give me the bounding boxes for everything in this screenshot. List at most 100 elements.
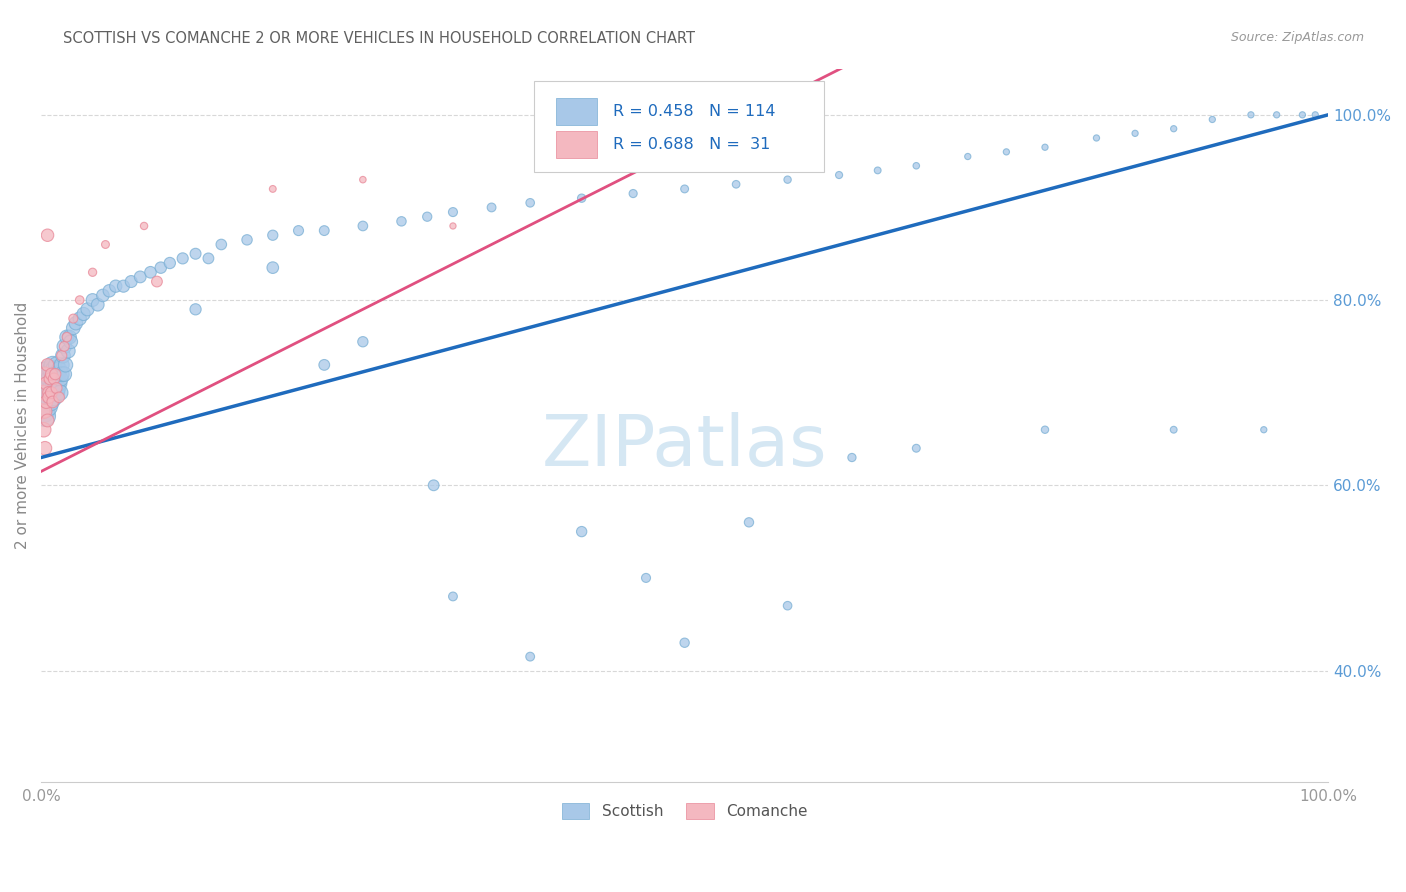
Point bbox=[1123, 126, 1146, 140]
Point bbox=[112, 279, 135, 293]
Point bbox=[69, 311, 91, 326]
Point bbox=[149, 260, 172, 275]
Point bbox=[905, 442, 928, 456]
Point bbox=[46, 381, 69, 395]
FancyBboxPatch shape bbox=[555, 98, 598, 125]
Point bbox=[441, 590, 464, 604]
Point bbox=[31, 404, 53, 418]
Point bbox=[46, 367, 69, 381]
Point bbox=[1163, 121, 1185, 136]
Point bbox=[56, 330, 79, 344]
Point bbox=[32, 385, 55, 400]
Point bbox=[87, 298, 110, 312]
Point bbox=[37, 228, 59, 243]
Point bbox=[1163, 423, 1185, 437]
Point bbox=[725, 178, 748, 192]
Point bbox=[776, 599, 799, 613]
Point bbox=[45, 385, 67, 400]
Point bbox=[35, 372, 58, 386]
Point bbox=[956, 149, 979, 163]
Point bbox=[41, 367, 63, 381]
Point bbox=[42, 376, 65, 391]
Point bbox=[82, 293, 104, 307]
Point bbox=[441, 219, 464, 233]
Point bbox=[314, 224, 336, 238]
Point bbox=[1085, 131, 1108, 145]
Point bbox=[37, 381, 59, 395]
Point bbox=[49, 372, 72, 386]
Point bbox=[62, 311, 84, 326]
Point bbox=[38, 385, 60, 400]
Point bbox=[44, 367, 66, 381]
Point bbox=[35, 395, 58, 409]
Point bbox=[422, 478, 444, 492]
Point bbox=[41, 381, 63, 395]
Point bbox=[48, 362, 70, 376]
Point bbox=[37, 400, 59, 414]
Point bbox=[48, 390, 70, 404]
Point bbox=[38, 362, 60, 376]
Point bbox=[673, 636, 696, 650]
Point bbox=[995, 145, 1018, 159]
Point bbox=[184, 302, 207, 317]
Point bbox=[39, 372, 62, 386]
Point bbox=[129, 269, 152, 284]
Point bbox=[37, 413, 59, 427]
Point bbox=[41, 385, 63, 400]
Point bbox=[197, 252, 219, 266]
Point bbox=[37, 367, 59, 381]
Point bbox=[91, 288, 114, 302]
Text: Source: ZipAtlas.com: Source: ZipAtlas.com bbox=[1230, 31, 1364, 45]
Point bbox=[209, 237, 232, 252]
Point bbox=[41, 372, 63, 386]
Point bbox=[44, 367, 66, 381]
Point bbox=[673, 182, 696, 196]
Text: ZIPatlas: ZIPatlas bbox=[541, 412, 828, 481]
Point bbox=[42, 390, 65, 404]
Point bbox=[634, 571, 657, 585]
Point bbox=[34, 367, 56, 381]
Point bbox=[72, 307, 94, 321]
FancyBboxPatch shape bbox=[534, 80, 824, 172]
Point bbox=[94, 237, 117, 252]
Point bbox=[48, 376, 70, 391]
Point bbox=[35, 395, 58, 409]
Point bbox=[38, 390, 60, 404]
Point bbox=[52, 349, 75, 363]
Point bbox=[391, 214, 413, 228]
Point bbox=[31, 390, 53, 404]
Point bbox=[262, 228, 284, 243]
Point bbox=[45, 372, 67, 386]
Point bbox=[35, 376, 58, 391]
Point bbox=[62, 321, 84, 335]
Text: SCOTTISH VS COMANCHE 2 OR MORE VEHICLES IN HOUSEHOLD CORRELATION CHART: SCOTTISH VS COMANCHE 2 OR MORE VEHICLES … bbox=[63, 31, 696, 46]
Point bbox=[98, 284, 121, 298]
Point bbox=[41, 362, 63, 376]
Point bbox=[41, 385, 63, 400]
Point bbox=[35, 385, 58, 400]
Point bbox=[146, 275, 169, 289]
Point bbox=[41, 395, 63, 409]
Point bbox=[37, 358, 59, 372]
Point bbox=[1253, 423, 1275, 437]
Point bbox=[51, 349, 73, 363]
Point bbox=[69, 293, 91, 307]
Point bbox=[42, 362, 65, 376]
Point bbox=[32, 404, 55, 418]
Point bbox=[39, 385, 62, 400]
Point bbox=[481, 201, 503, 215]
Point bbox=[571, 524, 593, 539]
Point bbox=[34, 390, 56, 404]
Point bbox=[34, 409, 56, 423]
Point bbox=[65, 316, 87, 330]
Point bbox=[1303, 108, 1326, 122]
Point bbox=[45, 381, 67, 395]
Point bbox=[58, 330, 80, 344]
Point bbox=[159, 256, 181, 270]
Point bbox=[38, 390, 60, 404]
Point bbox=[53, 339, 76, 353]
Point bbox=[287, 224, 309, 238]
Point bbox=[441, 205, 464, 219]
Point bbox=[55, 358, 77, 372]
Point bbox=[1240, 108, 1263, 122]
